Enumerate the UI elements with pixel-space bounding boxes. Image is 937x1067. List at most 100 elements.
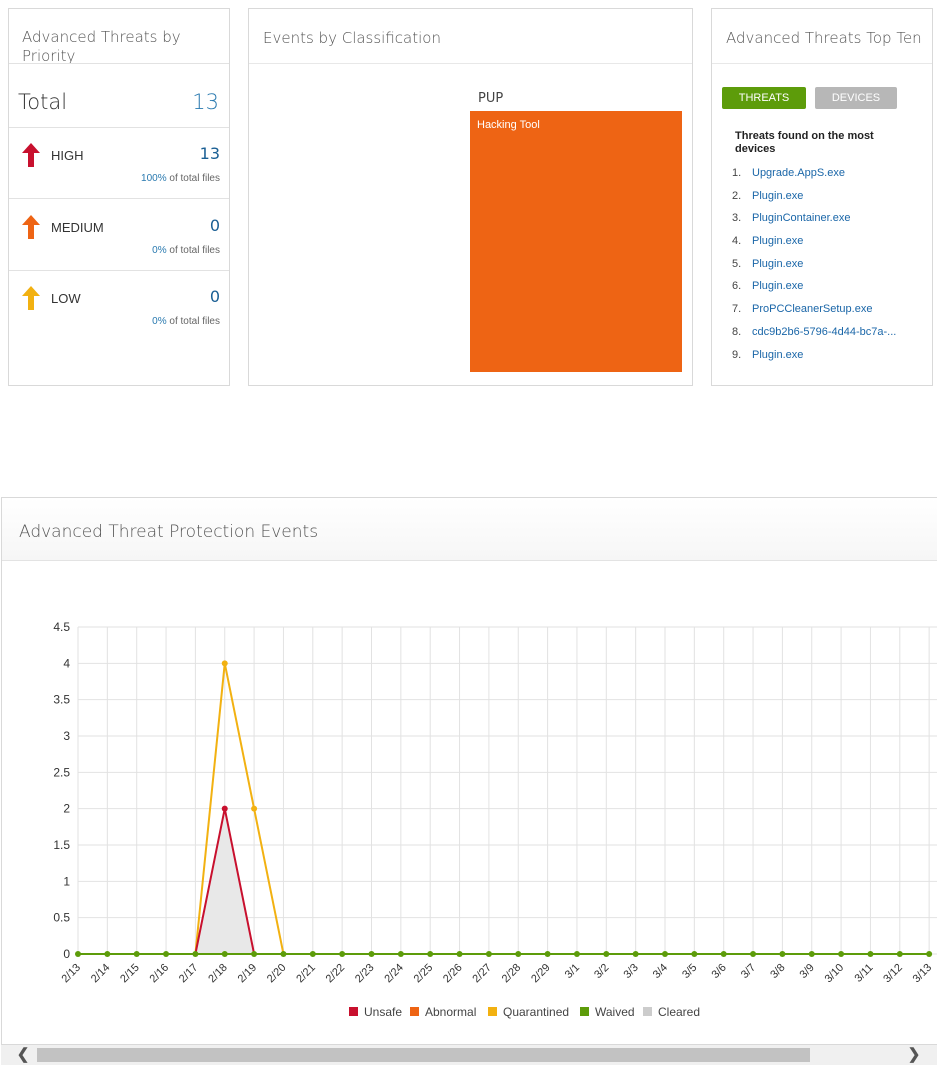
data-point bbox=[779, 951, 786, 957]
data-point bbox=[104, 951, 111, 957]
divider bbox=[712, 63, 932, 64]
data-point bbox=[133, 951, 140, 957]
x-tick-label: 2/26 bbox=[441, 962, 465, 986]
x-tick-label: 2/23 bbox=[353, 962, 377, 986]
priority-label: HIGH bbox=[51, 148, 84, 163]
priority-count[interactable]: 13 bbox=[199, 144, 220, 163]
priority-count[interactable]: 0 bbox=[209, 216, 220, 235]
threat-link[interactable]: Plugin.exe bbox=[752, 257, 804, 270]
divider bbox=[9, 198, 229, 199]
threats-by-priority-panel: Advanced Threats by Priority Total 13 HI… bbox=[8, 8, 230, 386]
list-item: 7. ProPCCleanerSetup.exe bbox=[732, 303, 873, 316]
divider bbox=[9, 63, 229, 64]
chevron-right-icon[interactable]: ❯ bbox=[907, 1046, 921, 1063]
topten-list: 1. Upgrade.AppS.exe 2. Plugin.exe 3. Plugin… bbox=[732, 167, 896, 371]
total-value[interactable]: 13 bbox=[192, 90, 219, 114]
threats-tab-button[interactable]: THREATS bbox=[722, 87, 806, 109]
x-tick-label: 3/1 bbox=[563, 962, 582, 981]
data-point bbox=[221, 951, 228, 957]
list-item: 1. Upgrade.AppS.exe bbox=[732, 167, 845, 179]
data-point bbox=[515, 951, 522, 957]
y-tick-label: 2.5 bbox=[53, 765, 70, 779]
y-tick-label: 4.5 bbox=[53, 620, 70, 634]
threat-link[interactable]: Plugin.exe bbox=[752, 235, 804, 248]
data-point bbox=[368, 951, 375, 957]
threats-top-ten-panel: Advanced Threats Top Ten THREATS DEVICES… bbox=[711, 8, 933, 386]
x-tick-label: 3/5 bbox=[680, 962, 699, 981]
classification-panel-title: Events by Classification bbox=[263, 29, 441, 47]
y-tick-label: 3 bbox=[63, 729, 70, 743]
y-tick-label: 0.5 bbox=[53, 911, 70, 925]
divider bbox=[9, 127, 229, 128]
data-point bbox=[544, 951, 551, 957]
threat-link[interactable]: ProPCCleanerSetup.exe bbox=[752, 303, 873, 316]
legend-swatch bbox=[349, 1007, 358, 1016]
y-tick-label: 1 bbox=[63, 874, 70, 888]
data-point bbox=[251, 805, 258, 812]
legend-swatch bbox=[410, 1007, 419, 1016]
data-point bbox=[573, 951, 580, 957]
x-tick-label: 2/14 bbox=[89, 962, 113, 986]
x-tick-label: 2/16 bbox=[148, 962, 172, 986]
data-point bbox=[456, 951, 463, 957]
threat-link[interactable]: Upgrade.AppS.exe bbox=[752, 167, 845, 179]
horizontal-scrollbar[interactable]: ❮ ❯ bbox=[1, 1045, 937, 1065]
treemap-cell-hacking-tool[interactable]: Hacking Tool bbox=[470, 111, 682, 372]
legend-swatch bbox=[488, 1007, 497, 1016]
priority-row-medium[interactable]: MEDIUM 0 0% of total files bbox=[9, 200, 229, 270]
legend-label: Quarantined bbox=[503, 1005, 569, 1019]
data-point bbox=[750, 951, 757, 957]
y-tick-label: 4 bbox=[63, 656, 70, 670]
data-point bbox=[662, 951, 668, 957]
x-tick-label: 3/13 bbox=[911, 962, 935, 986]
priority-row-low[interactable]: LOW 0 0% of total files bbox=[9, 271, 229, 341]
treemap-group-label: PUP bbox=[478, 91, 504, 106]
x-tick-label: 2/22 bbox=[324, 962, 348, 986]
legend-label: Unsafe bbox=[364, 1005, 402, 1019]
x-tick-label: 2/19 bbox=[236, 962, 260, 986]
arrow-up-icon bbox=[22, 143, 40, 167]
x-tick-label: 2/25 bbox=[412, 962, 436, 986]
data-point bbox=[485, 951, 492, 957]
priority-count[interactable]: 0 bbox=[209, 287, 220, 306]
y-tick-label: 3.5 bbox=[53, 693, 70, 707]
x-tick-label: 3/3 bbox=[621, 962, 640, 981]
data-point bbox=[339, 951, 346, 957]
list-item: 8. cdc9b2b6-5796-4d44-bc7a-... bbox=[732, 325, 897, 338]
data-point bbox=[163, 951, 170, 957]
x-tick-label: 3/9 bbox=[798, 962, 817, 981]
data-point bbox=[896, 951, 903, 957]
x-tick-label: 3/6 bbox=[710, 962, 729, 981]
x-tick-label: 3/8 bbox=[768, 962, 787, 981]
y-tick-label: 1.5 bbox=[53, 838, 70, 852]
data-point bbox=[427, 951, 434, 957]
scrollbar-thumb[interactable] bbox=[37, 1048, 810, 1062]
data-point bbox=[192, 951, 199, 957]
x-tick-label: 2/24 bbox=[382, 962, 406, 986]
chevron-left-icon[interactable]: ❮ bbox=[16, 1046, 30, 1063]
threat-protection-events-panel: Advanced Threat Protection Events 0 0.5 1 1… bbox=[1, 497, 937, 1045]
panel-header: Advanced Threat Protection Events bbox=[2, 498, 937, 561]
threat-link[interactable]: Plugin.exe bbox=[752, 280, 804, 293]
priority-label: LOW bbox=[51, 291, 81, 306]
treemap-cell-label: Hacking Tool bbox=[477, 119, 540, 131]
x-tick-label: 2/28 bbox=[500, 962, 524, 986]
y-tick-label: 2 bbox=[63, 802, 70, 816]
x-tick-label: 2/20 bbox=[265, 962, 289, 986]
topten-subtitle: Threats found on the most devices bbox=[735, 130, 874, 155]
data-point bbox=[397, 951, 404, 957]
data-point bbox=[75, 951, 81, 957]
priority-label: MEDIUM bbox=[51, 220, 104, 235]
threat-link[interactable]: cdc9b2b6-5796-4d44-bc7a-... bbox=[752, 325, 897, 338]
priority-row-high[interactable]: HIGH 13 100% of total files bbox=[9, 128, 229, 198]
data-point bbox=[808, 951, 815, 957]
threat-link[interactable]: Plugin.exe bbox=[752, 189, 804, 202]
legend-label: Cleared bbox=[658, 1005, 700, 1019]
x-tick-label: 2/13 bbox=[59, 962, 83, 986]
threat-link[interactable]: PluginContainer.exe bbox=[752, 212, 851, 225]
x-tick-label: 2/29 bbox=[529, 962, 553, 986]
threat-link[interactable]: Plugin.exe bbox=[752, 348, 804, 361]
events-line-chart[interactable]: 0 0.5 1 1.5 2 2.5 3 3.5 4 4.5 2/13 2/14 2/15 2/16 2/17… bbox=[2, 498, 937, 1044]
devices-tab-button[interactable]: DEVICES bbox=[815, 87, 897, 109]
x-tick-label: 2/15 bbox=[118, 962, 142, 986]
